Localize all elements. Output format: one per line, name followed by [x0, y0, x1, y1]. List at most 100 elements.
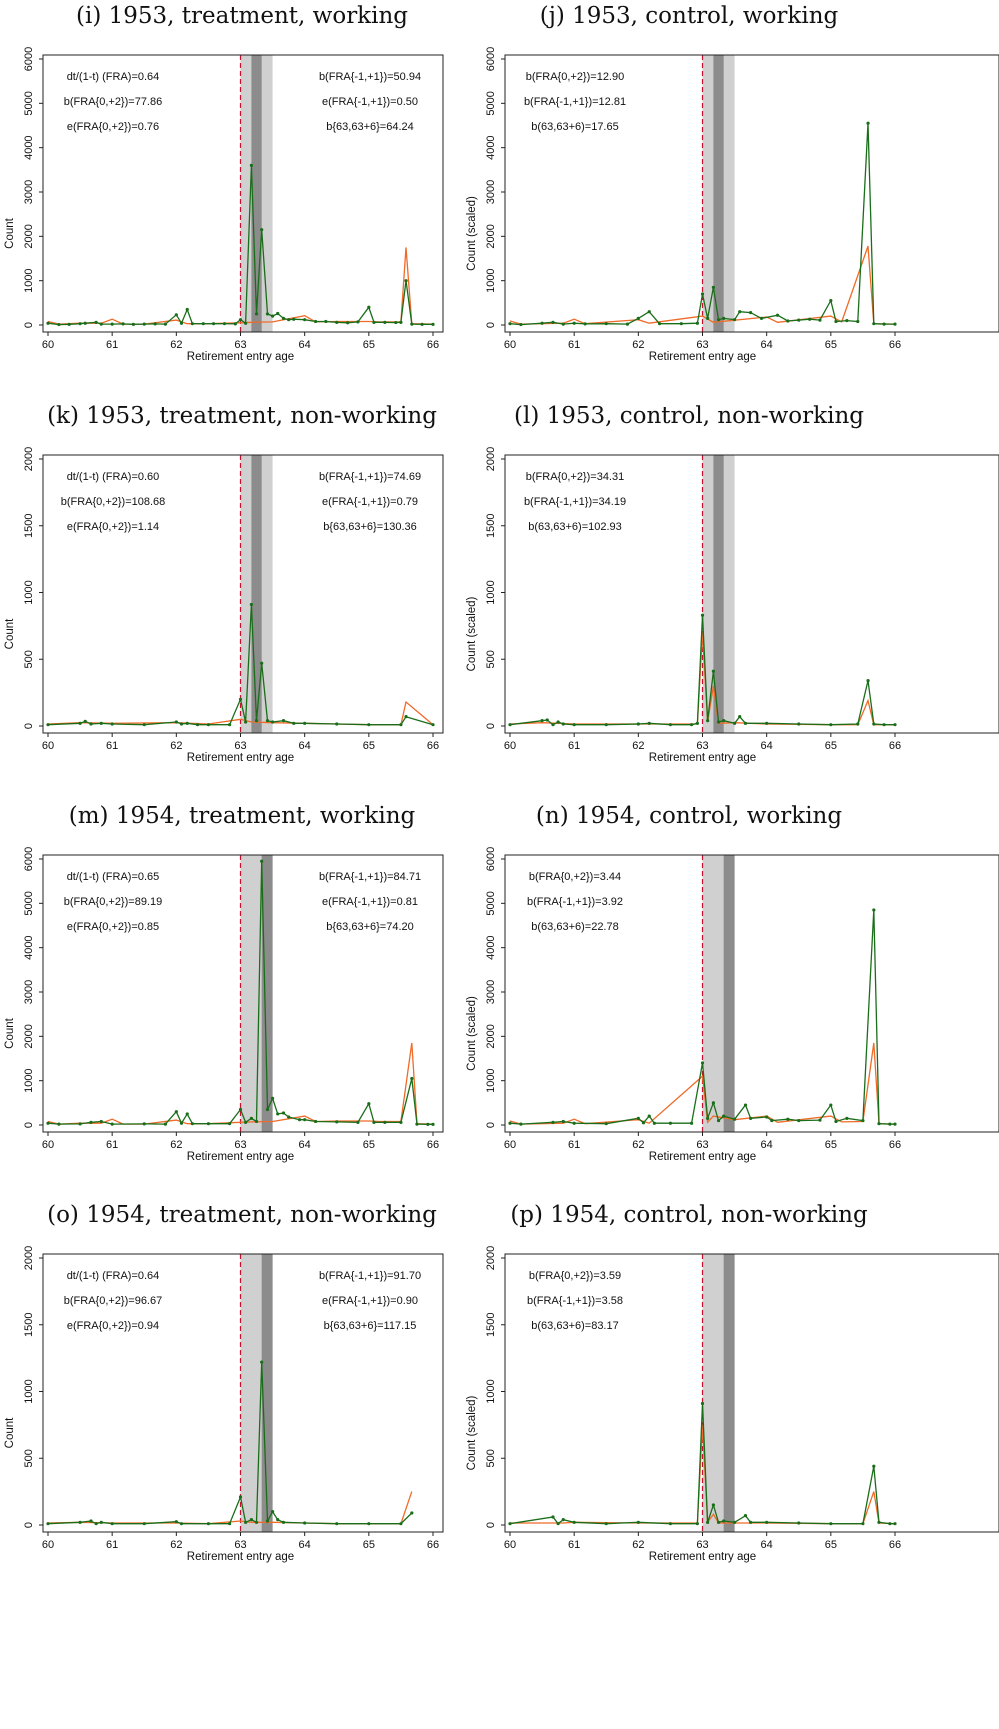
data-point — [249, 602, 254, 607]
x-tick-label: 60 — [504, 1539, 516, 1551]
data-point — [508, 723, 512, 727]
y-tick-label: 0 — [23, 723, 35, 729]
data-point — [185, 721, 189, 725]
data-point — [313, 319, 318, 324]
y-tick-label: 500 — [485, 650, 497, 668]
data-point — [179, 722, 184, 726]
x-axis-label: Retirement entry age — [649, 1551, 756, 1563]
stat-annotation-left: dt/(1-t) (FRA)=0.64 — [67, 71, 160, 83]
y-tick-label: 6000 — [485, 847, 497, 871]
x-tick-label: 64 — [761, 740, 773, 752]
data-point — [706, 1520, 710, 1524]
data-point — [383, 320, 387, 324]
data-point — [206, 1522, 211, 1526]
data-point — [561, 322, 565, 326]
y-axis-label: Count (scaled) — [466, 196, 478, 271]
x-tick-label: 65 — [363, 1139, 375, 1151]
x-tick-label: 61 — [568, 339, 580, 351]
stat-annotation-left: b(63,63+6)=102.93 — [528, 521, 622, 533]
data-point — [706, 1116, 710, 1120]
stat-annotation-left: b(FRA{0,+2})=96.67 — [64, 1295, 162, 1307]
x-tick-label: 63 — [696, 1539, 708, 1551]
x-tick-label: 60 — [504, 339, 516, 351]
y-tick-label: 1500 — [485, 1313, 497, 1337]
panel-title-i: (i) 1953, treatment, working — [75, 3, 409, 29]
data-point — [856, 319, 860, 324]
data-point — [652, 1121, 656, 1125]
x-tick-label: 61 — [568, 740, 580, 752]
data-point — [604, 322, 608, 326]
data-point — [561, 1518, 565, 1522]
y-tick-label: 500 — [485, 1449, 497, 1467]
data-point — [540, 321, 544, 325]
data-point — [46, 723, 50, 727]
stat-annotation-left: b(FRA{0,+2})=108.68 — [61, 496, 166, 508]
data-point — [367, 1522, 371, 1526]
data-point — [185, 307, 189, 312]
y-tick-label: 0 — [485, 1122, 497, 1128]
data-point — [110, 1522, 114, 1526]
x-axis-label: Retirement entry age — [187, 1551, 294, 1563]
data-point — [668, 723, 673, 727]
stat-annotation-left: b(FRA{0,+2})=89.19 — [64, 896, 162, 908]
data-point — [732, 1520, 737, 1524]
data-point — [206, 1122, 211, 1126]
data-point — [335, 722, 339, 726]
data-point — [265, 1107, 270, 1112]
data-point — [238, 1495, 243, 1499]
data-point — [399, 320, 403, 324]
panel-title-k: (k) 1953, treatment, non-working — [47, 403, 437, 429]
data-point — [249, 1116, 254, 1120]
data-point — [716, 720, 721, 724]
data-point — [260, 228, 264, 232]
data-point — [716, 1118, 721, 1123]
data-point — [738, 310, 742, 314]
data-point — [711, 1101, 716, 1105]
data-point — [57, 322, 61, 327]
stat-annotation-left: dt/(1-t) (FRA)=0.65 — [67, 871, 160, 883]
data-point — [732, 1117, 737, 1121]
panel-title-o: (o) 1954, treatment, non-working — [47, 1202, 437, 1228]
plot-frame — [504, 54, 999, 333]
plot-frame — [42, 454, 444, 734]
stat-annotation-right: e(FRA{-1,+1})=0.79 — [322, 496, 418, 508]
plot-frame — [504, 854, 999, 1133]
stat-annotation-left: e(FRA{0,+2})=0.85 — [67, 921, 159, 933]
data-point — [179, 321, 184, 325]
data-point — [415, 1122, 419, 1126]
y-tick-label: 4000 — [23, 135, 35, 159]
data-point — [808, 317, 812, 321]
plot-frame — [42, 1253, 444, 1533]
data-point — [303, 318, 307, 322]
data-point — [636, 1520, 640, 1524]
data-point — [67, 322, 71, 326]
data-point — [110, 1122, 114, 1126]
data-point — [561, 722, 565, 726]
data-point — [254, 1119, 259, 1124]
y-tick-label: 1000 — [485, 1068, 497, 1092]
data-point — [254, 719, 259, 723]
data-point — [78, 1520, 82, 1524]
data-point — [265, 719, 270, 723]
chart-panel-j: 0 1000 2000 3000 4000 5000 6000 60 61 62 63 64 65 66 R… — [466, 47, 999, 363]
stat-annotation-left: b(FRA{-1,+1})=3.58 — [527, 1295, 623, 1307]
stat-annotation-left: b(FRA{0,+2})=12.90 — [526, 71, 624, 83]
data-point — [313, 1119, 318, 1124]
data-point — [431, 723, 435, 727]
x-tick-label: 61 — [106, 740, 118, 752]
data-point — [367, 723, 371, 727]
data-point — [287, 318, 291, 322]
data-point — [856, 722, 860, 726]
y-tick-label: 0 — [485, 723, 497, 729]
data-point — [711, 669, 716, 673]
shaded-band — [713, 455, 724, 733]
shaded-band — [723, 855, 735, 1132]
x-tick-label: 62 — [170, 339, 182, 351]
data-point — [797, 722, 801, 726]
data-point — [519, 1122, 523, 1126]
y-tick-label: 3000 — [485, 980, 497, 1004]
x-tick-label: 64 — [299, 339, 311, 351]
data-point — [540, 719, 544, 723]
data-point — [89, 1519, 93, 1523]
data-point — [431, 322, 435, 326]
